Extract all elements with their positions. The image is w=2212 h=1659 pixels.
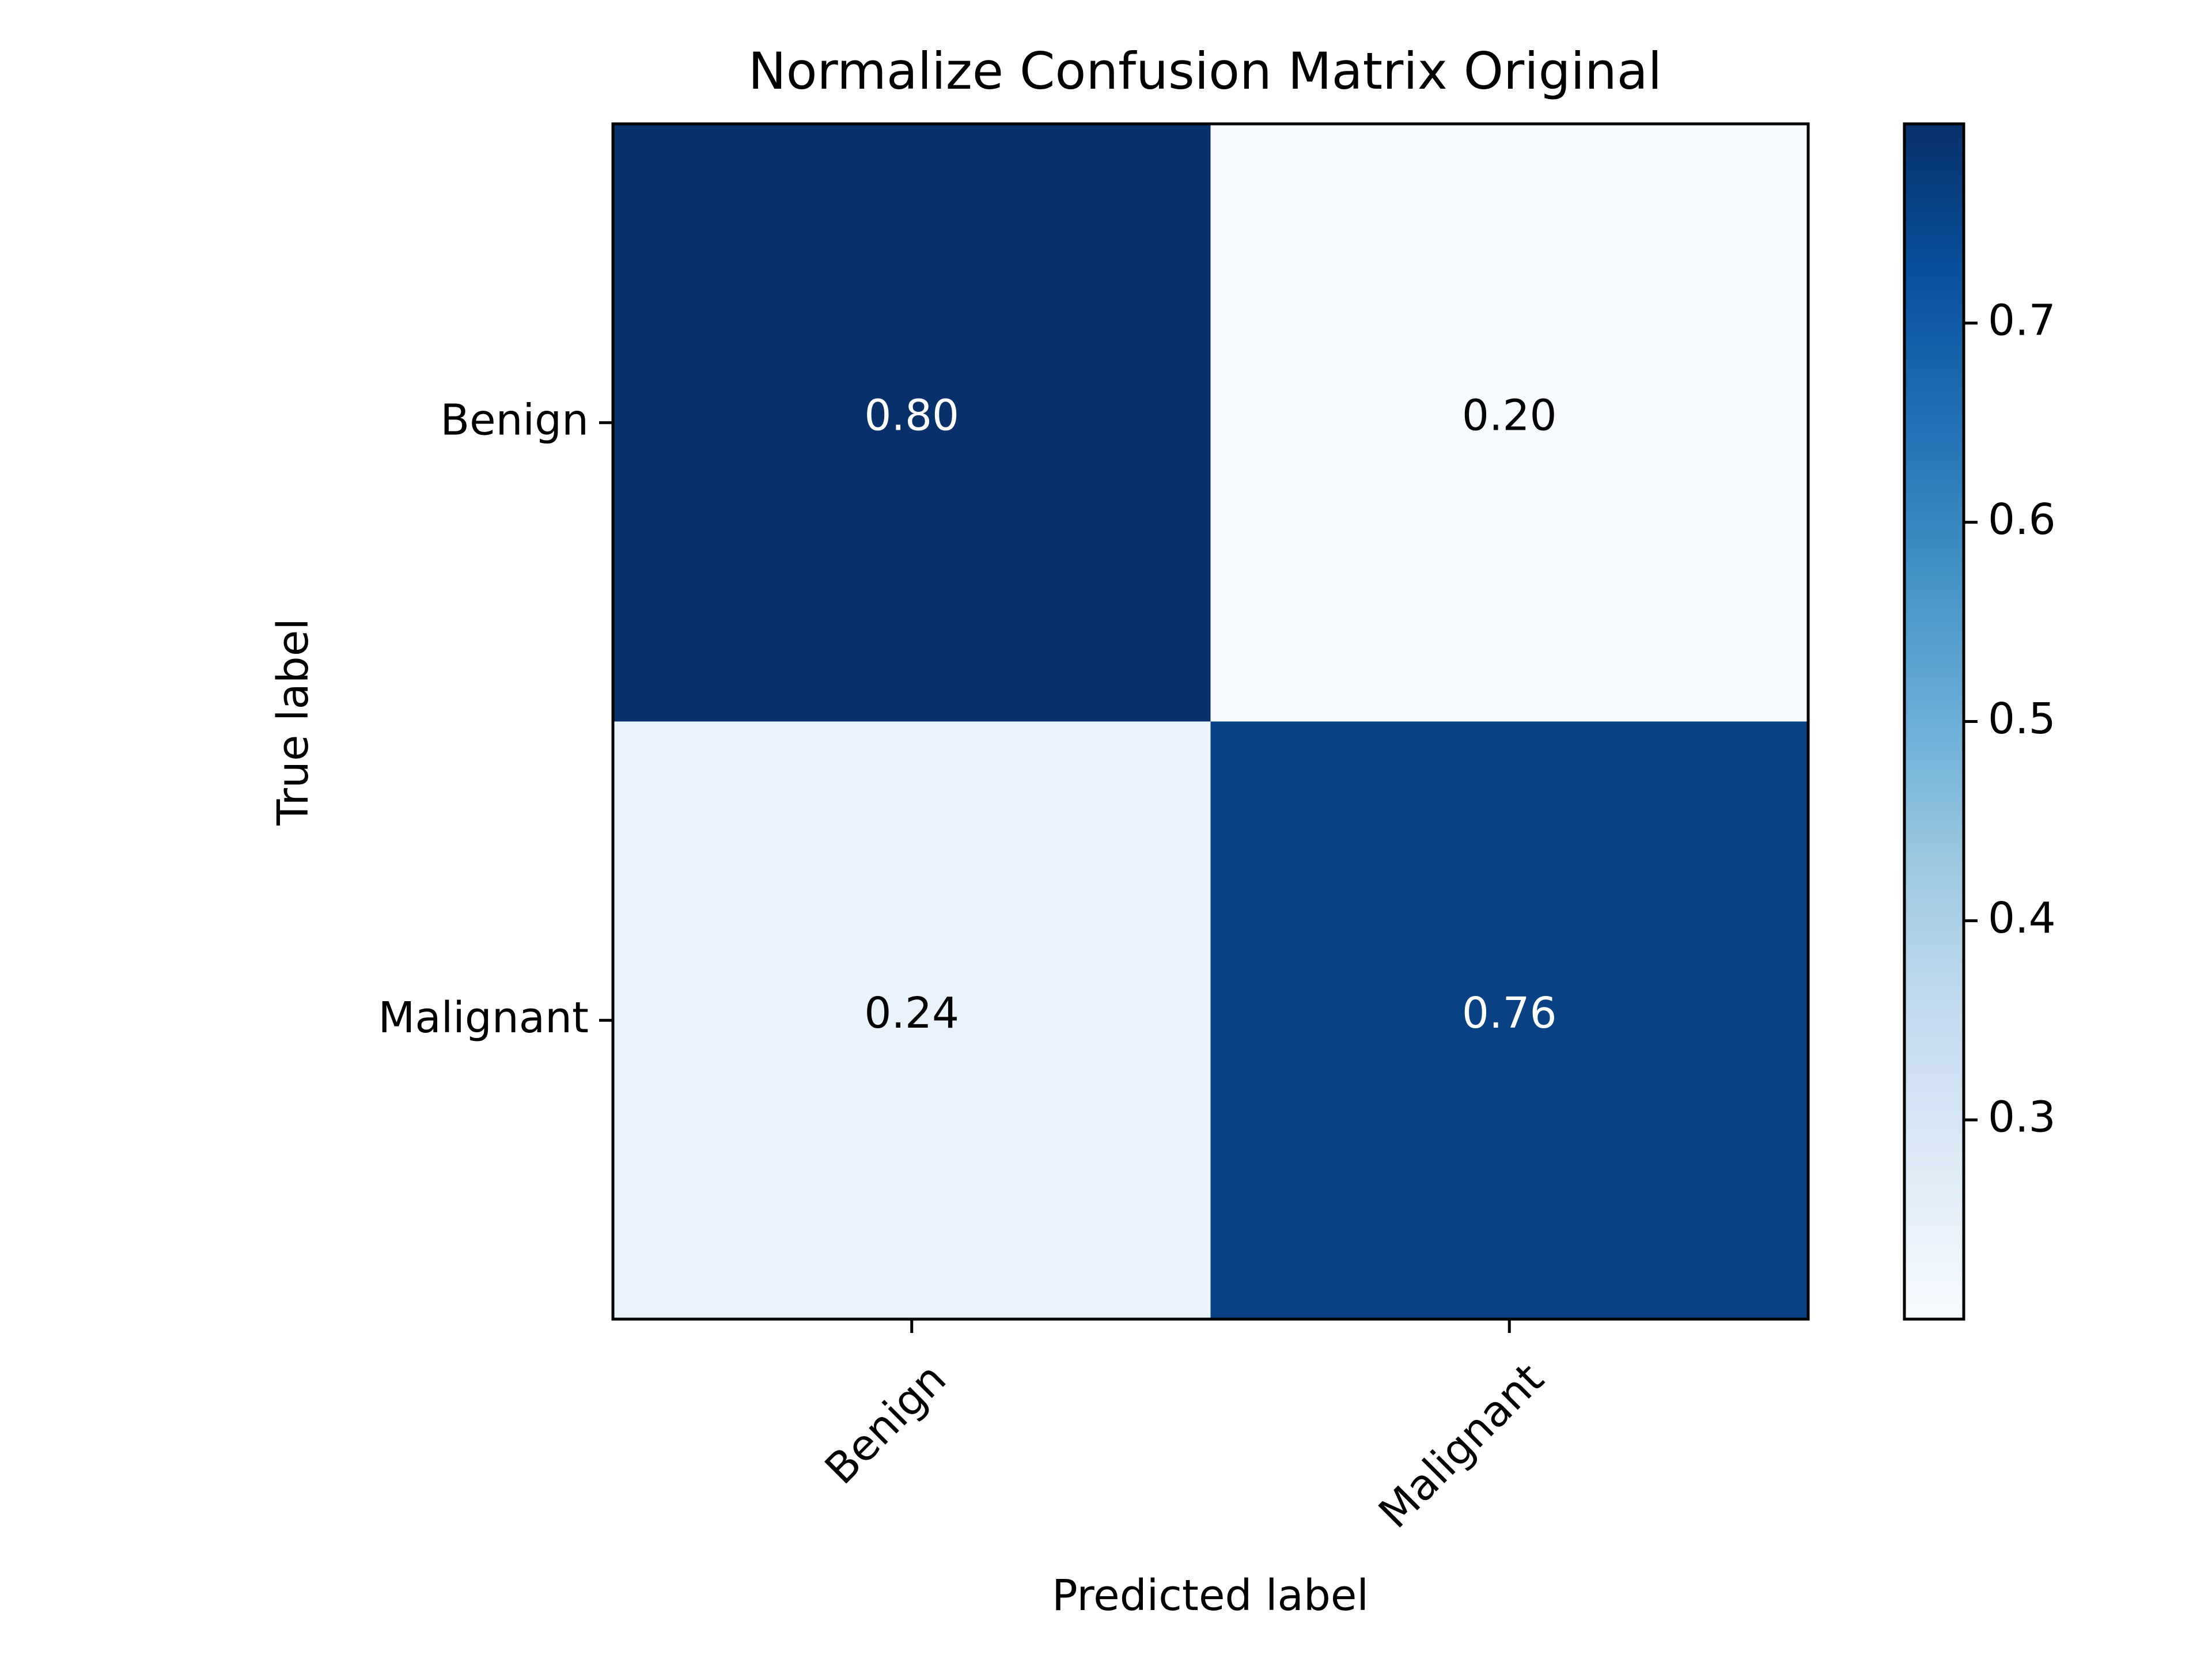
cell-value-label: 0.20 <box>1462 391 1557 440</box>
heatmap-cell <box>1210 721 1809 1320</box>
colorbar-tick-label: 0.3 <box>1988 1093 2056 1142</box>
chart-title: Normalize Confusion Matrix Original <box>748 41 1662 101</box>
colorbar-tick-label: 0.4 <box>1988 893 2056 943</box>
colorbar-tick-label: 0.5 <box>1988 694 2056 744</box>
y-tick-label: Benign <box>440 395 589 445</box>
colorbar-tick-label: 0.7 <box>1988 296 2056 345</box>
cell-value-label: 0.24 <box>864 988 959 1038</box>
plot-frame <box>611 122 1810 1321</box>
cell-value-label: 0.80 <box>864 391 959 440</box>
colorbar <box>1903 122 1965 1321</box>
y-axis-label: True label <box>268 618 318 826</box>
heatmap-cell-labels: 0.80 0.20 0.24 0.76 <box>864 391 1556 1038</box>
heatmap-cell <box>613 124 1211 722</box>
cell-value-label: 0.76 <box>1462 988 1557 1038</box>
colorbar-tick-label: 0.6 <box>1988 495 2056 544</box>
colorbar-ticks: 0.3 0.4 0.5 0.6 0.7 <box>1964 296 2056 1142</box>
y-axis-ticks: Benign Malignant <box>378 395 613 1043</box>
heatmap-cell <box>1210 124 1809 722</box>
heatmap-cell <box>613 721 1211 1320</box>
x-axis-label: Predicted label <box>1052 1571 1369 1620</box>
y-tick-label: Malignant <box>378 993 589 1043</box>
heatmap-cells <box>613 124 1809 1320</box>
